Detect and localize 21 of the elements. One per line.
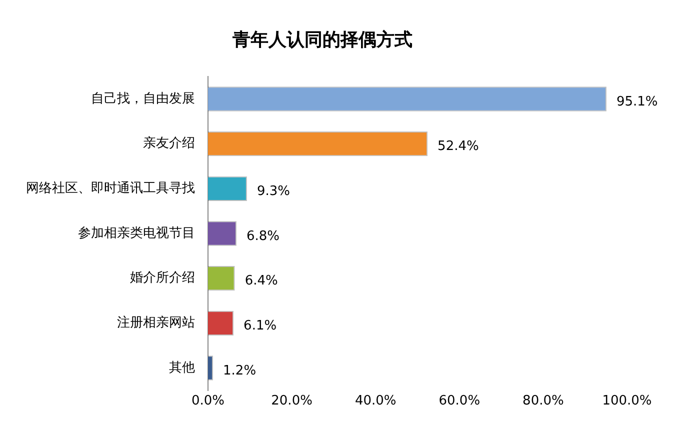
x-tick-label: 80.0% [522, 394, 564, 409]
x-tick-label: 20.0% [271, 394, 312, 409]
y-tick-label: 网络社区、即时通讯工具寻找 [26, 181, 195, 196]
data-label: 6.8% [246, 228, 280, 244]
data-label: 6.4% [244, 274, 278, 289]
y-tick-label: 参加相亲类电视节目 [78, 226, 195, 241]
data-label: 6.1% [244, 318, 277, 334]
chart-title: 青年人认同的择偶方式 [232, 29, 412, 50]
y-tick-label: 其他 [169, 360, 195, 376]
data-label: 95.1% [616, 94, 658, 110]
x-tick-label: 40.0% [354, 394, 396, 409]
data-label: 9.3% [256, 184, 290, 200]
data-label: 52.4% [438, 139, 479, 154]
y-tick-label: 亲友介绍 [143, 136, 195, 152]
y-tick-label: 注册相亲网站 [117, 316, 195, 331]
x-tick-label: 0.0% [191, 394, 225, 409]
y-tick-label: 婚介所介绍 [130, 270, 195, 286]
data-label: 1.2% [223, 363, 256, 378]
x-tick-label: 60.0% [438, 394, 480, 409]
y-tick-label: 自己找，自由发展 [91, 91, 195, 106]
x-tick-label: 100.0% [602, 394, 652, 409]
